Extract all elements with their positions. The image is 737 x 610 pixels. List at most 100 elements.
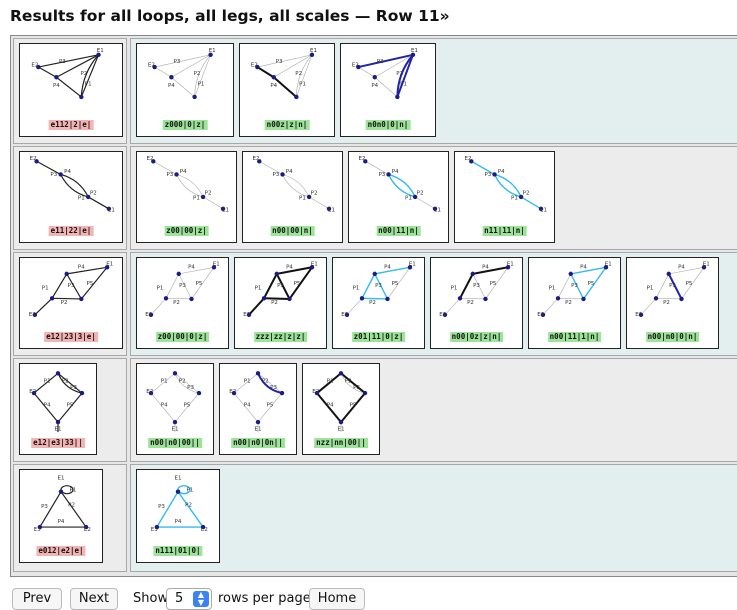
result-diagram[interactable]: E2 P4 P3 P1 P5 P2 E1 z01|11|0|z| — [332, 257, 425, 349]
source-diagram[interactable]: E2 P1 P2 P4 P5 P3 E1 e12|e3|33|| — [19, 363, 97, 455]
graph-edge — [396, 54, 414, 98]
graph-vertex — [55, 419, 61, 425]
graph-edge — [374, 77, 398, 98]
graph-edge — [388, 173, 416, 198]
graph-node-label: P1 — [511, 196, 518, 202]
graph-edge — [194, 54, 211, 98]
result-diagram[interactable]: E1 E2 P3 P4 P2 P1 z000|0|z| — [136, 43, 234, 137]
graph-node-label: P5 — [294, 281, 301, 287]
graph-vertex — [666, 271, 671, 277]
result-diagram[interactable]: E1 E2 P3 P4 P2 P1 n0n0|0|n| — [340, 43, 436, 137]
graph-vertex — [148, 312, 154, 317]
graph-vertex — [231, 390, 237, 396]
graph-edge — [66, 266, 108, 275]
graph-node-label: P5 — [196, 281, 203, 287]
graph-node-label: E2 — [31, 62, 38, 68]
graph-vertex — [470, 271, 475, 277]
graph-edge — [570, 273, 585, 300]
graph-node-label: P5 — [267, 402, 274, 408]
graph-node-label: P3 — [375, 283, 382, 289]
graph-vertex — [555, 296, 561, 301]
rows-per-page-select[interactable]: 5 ▲ ▼ — [166, 588, 212, 610]
graph-edge — [257, 373, 283, 394]
graph-node-label: E1 — [175, 475, 182, 481]
graph-vertex — [172, 371, 178, 376]
graph-node-label: P1 — [299, 196, 306, 202]
graph-node-label: P4 — [78, 265, 85, 271]
result-label: n00|n0|0n|| — [231, 438, 285, 448]
graph-edge — [346, 298, 363, 316]
result-diagram[interactable]: E1 E2 P3 P4 P2 P1 n00z|z|n| — [239, 43, 335, 137]
graph-vertex — [49, 296, 55, 301]
feynman-graph: E2 P1 P2 P4 P5 P3 E1 — [229, 371, 285, 433]
graph-vertex — [211, 265, 217, 270]
graph-vertex — [309, 265, 315, 270]
graph-vertex — [220, 206, 226, 211]
graph-node-label: P1 — [549, 286, 556, 292]
result-diagram[interactable]: E2 P3 P4 P1 P2 E1 z00|00|z| — [136, 151, 237, 243]
source-diagram[interactable]: E2 P4 P3 P1 P5 P2 E1 e12|23|3|e| — [19, 257, 123, 349]
graph-vertex — [255, 419, 261, 425]
graph-node-label: E1 — [434, 207, 441, 213]
table-row: E2 P3 P4 P1 P2 E1 e11|22|e| E2 P3 P4 P1 P2 E1 z00|00… — [13, 146, 737, 250]
source-cell: E1 E2 P3 P4 P2 P1 e112|2|e| — [13, 38, 127, 144]
result-diagram[interactable]: E2 P4 P3 P1 P5 P2 E1 zzz|zz|z|z| — [234, 257, 327, 349]
graph-node-label: E1 — [97, 48, 104, 54]
result-diagram[interactable]: E2 P3 P4 P1 P2 E1 n00|00|n| — [242, 151, 343, 243]
result-label: n11|11|n| — [482, 226, 527, 236]
graph-node-label: P5 — [490, 281, 497, 287]
graph-edge — [668, 266, 705, 275]
graph-node-label: P2 — [523, 190, 530, 196]
result-diagram[interactable]: E2 P4 P3 P1 P5 P2 E1 n00|0z|z|n| — [430, 257, 523, 349]
result-diagram[interactable]: E2 P3 P4 P1 P2 E1 n00|11|n| — [348, 151, 449, 243]
graph-edge — [557, 298, 584, 300]
graph-vertex — [172, 419, 178, 425]
source-diagram[interactable]: E1 P1 P3 P2 P4 E3 E2 e012|e2|e| — [19, 469, 103, 563]
graph-edge — [494, 173, 522, 198]
graph-edge — [374, 273, 389, 300]
graph-vertex — [483, 296, 488, 302]
result-diagram[interactable]: E2 P4 P3 P1 P5 P2 E1 n00|11|1|n| — [528, 257, 621, 349]
graph-vertex — [174, 172, 179, 177]
source-diagram[interactable]: E2 P3 P4 P1 P2 E1 e11|22|e| — [19, 151, 123, 243]
graph-node-label: P4 — [498, 169, 505, 175]
graph-edge — [178, 266, 215, 275]
graph-node-label: E2 — [148, 62, 155, 68]
graph-vertex — [432, 206, 438, 211]
graph-edge — [156, 491, 179, 528]
result-diagram[interactable]: E2 P1 P2 P4 P5 P3 E1 n00|n0|0n|| — [219, 363, 297, 455]
source-diagram[interactable]: E1 E2 P3 P4 P2 P1 e112|2|e| — [19, 43, 123, 137]
result-diagram[interactable]: E2 P4 P3 P1 P5 P2 E1 z00|00|0|z| — [136, 257, 229, 349]
feynman-graph: E2 P3 P4 P1 P2 E1 — [146, 156, 229, 213]
result-diagram[interactable]: E2 P1 P2 P4 P5 P3 E1 n00|n0|00|| — [136, 363, 214, 455]
graph-vertex — [442, 312, 448, 317]
result-diagram[interactable]: E2 P4 P3 P1 P5 P2 E1 n00|n0|0|n| — [626, 257, 719, 349]
graph-node-label: P3 — [353, 385, 360, 391]
graph-node-label: E1 — [310, 48, 317, 54]
graph-node-label: P1 — [157, 286, 164, 292]
feynman-graph: E2 P3 P4 P1 P2 E1 — [30, 156, 115, 213]
prev-button[interactable]: Prev — [12, 588, 62, 610]
graph-vertex — [79, 94, 84, 100]
graph-vertex — [568, 271, 573, 277]
graph-node-label: E1 — [55, 427, 62, 433]
graph-node-label: P5 — [350, 402, 357, 408]
result-diagram[interactable]: E1 P1 P3 P2 P4 E3 E2 n111|01|0| — [136, 469, 220, 563]
result-label: z00|00|0|z| — [155, 332, 210, 342]
graph-vertex — [457, 296, 463, 301]
result-diagram[interactable]: E2 P3 P4 P1 P2 E1 n11|11|n| — [454, 151, 555, 243]
graph-vertex — [280, 172, 285, 177]
feynman-graph: E2 P4 P3 P1 P5 P2 E1 — [243, 261, 317, 318]
graph-node-label: P2 — [61, 300, 68, 306]
graph-node-label: P2 — [396, 71, 403, 77]
next-button[interactable]: Next — [70, 588, 118, 610]
graph-vertex — [505, 265, 511, 270]
result-diagram[interactable]: E2 P1 P2 P4 P5 P3 E1 nzz|nn|00|| — [302, 363, 380, 455]
graph-node-label: P3 — [68, 283, 75, 289]
graph-node-label: P2 — [68, 503, 75, 509]
result-label: n00|00|n| — [270, 226, 315, 236]
results-cell: E2 P1 P2 P4 P5 P3 E1 n00|n0|00|| E2 P1 P2 P4 P5 P3 E1… — [130, 358, 737, 462]
graph-node-label: P2 — [194, 71, 201, 77]
home-button[interactable]: Home — [309, 588, 365, 610]
graph-node-label: P1 — [42, 286, 49, 292]
